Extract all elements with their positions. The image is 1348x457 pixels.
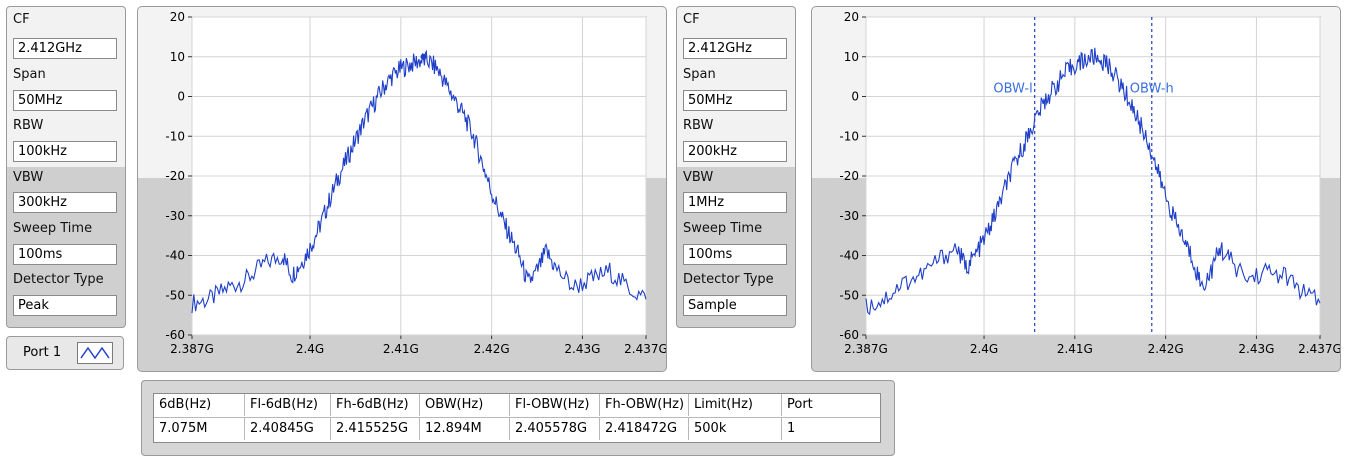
spectrum-plot-2: 2.387G 2.4G 2.41G 2.42G 2.43G 2.437G 20 10 0 -10 -… [839, 10, 1340, 356]
spectrum-trace [865, 47, 1321, 316]
y-tick-label: 0 [851, 90, 859, 104]
waveform-icon[interactable] [77, 342, 113, 364]
y-tick-label: -10 [839, 129, 859, 143]
rbw-label: RBW [683, 118, 714, 133]
cf-field[interactable]: 2.412GHz [683, 38, 787, 59]
x-tick-label: 2.387G [170, 342, 214, 356]
obw-high-cursor-label: OBW-h [1130, 82, 1174, 97]
obw-low-cursor-label: OBW-l [993, 82, 1032, 97]
y-tick-label: 0 [177, 90, 185, 104]
sweep-time-label: Sweep Time [13, 221, 93, 236]
cell-fh-6db: 2.415525G [331, 418, 420, 440]
header-6db: 6dB(Hz) [154, 394, 245, 416]
y-tick-label: 20 [844, 10, 859, 24]
x-tick-label: 2.437G [1298, 342, 1340, 356]
cf-label: CF [13, 12, 30, 27]
header-obw: OBW(Hz) [420, 394, 510, 416]
y-tick-label: 10 [170, 50, 185, 64]
span-label: Span [13, 67, 46, 82]
row-divider [154, 417, 880, 418]
spectrum-plot-1: 2.387G 2.4G 2.41G 2.42G 2.43G 2.437G 20 10 0 -10 -… [165, 10, 666, 356]
spectrum-graph-2: 2.387G 2.4G 2.41G 2.42G 2.43G 2.437G 20 10 0 -10 -… [811, 6, 1341, 372]
x-tick-label: 2.387G [844, 342, 888, 356]
vbw-label: VBW [683, 170, 714, 185]
y-tick-label: -60 [165, 328, 185, 342]
header-fl-6db: Fl-6dB(Hz) [245, 394, 331, 416]
header-port: Port [787, 397, 813, 412]
sweep-time-field[interactable]: 100ms [13, 244, 117, 265]
x-tick-label: 2.41G [1057, 342, 1093, 356]
settings-panel-2: CF 2.412GHz Span 50MHz RBW 200kHz VBW 1M… [676, 6, 796, 328]
x-tick-label: 2.437G [624, 342, 666, 356]
x-tick-label: 2.42G [474, 342, 510, 356]
cell-fh-obw: 2.418472G [600, 418, 689, 440]
y-tick-label: -20 [839, 169, 859, 183]
x-tick-label: 2.43G [1238, 342, 1274, 356]
cell-obw: 12.894M [420, 418, 510, 440]
span-field[interactable]: 50MHz [13, 90, 117, 111]
y-tick-label: -10 [165, 129, 185, 143]
header-fh-obw: Fh-OBW(Hz) [600, 394, 689, 416]
x-tick-label: 2.41G [383, 342, 419, 356]
vbw-label: VBW [13, 170, 44, 185]
x-tick-label: 2.4G [970, 342, 998, 356]
cell-6db: 7.075M [154, 418, 245, 440]
sweep-time-label: Sweep Time [683, 221, 763, 236]
y-tick-label: 20 [170, 10, 185, 24]
header-fh-6db: Fh-6dB(Hz) [331, 394, 420, 416]
spectrum-trace [191, 49, 647, 314]
vbw-field[interactable]: 1MHz [683, 192, 787, 213]
results-table: 6dB(Hz) Fl-6dB(Hz) Fh-6dB(Hz) OBW(Hz) Fl… [153, 393, 881, 443]
x-tick-label: 2.43G [564, 342, 600, 356]
header-limit: Limit(Hz) [689, 394, 782, 416]
settings-panel-1: CF 2.412GHz Span 50MHz RBW 100kHz VBW 30… [6, 6, 126, 328]
header-fl-obw: Fl-OBW(Hz) [510, 394, 600, 416]
y-tick-label: -40 [839, 249, 859, 263]
y-tick-label: -40 [165, 249, 185, 263]
rbw-label: RBW [13, 118, 44, 133]
cf-label: CF [683, 12, 700, 27]
cell-fl-obw: 2.405578G [510, 418, 600, 440]
y-tick-label: -60 [839, 328, 859, 342]
detector-type-label: Detector Type [13, 272, 104, 287]
port-label: Port 1 [23, 345, 62, 360]
x-tick-label: 2.42G [1148, 342, 1184, 356]
spectrum-graph-1: 2.387G 2.4G 2.41G 2.42G 2.43G 2.437G 20 10 0 -10 -… [137, 6, 667, 372]
y-tick-label: -30 [165, 209, 185, 223]
span-field[interactable]: 50MHz [683, 90, 787, 111]
cf-field[interactable]: 2.412GHz [13, 38, 117, 59]
span-label: Span [683, 67, 716, 82]
y-tick-label: -50 [839, 288, 859, 302]
y-tick-label: -30 [839, 209, 859, 223]
peak-marker [420, 53, 427, 60]
detector-type-label: Detector Type [683, 272, 774, 287]
detector-type-field[interactable]: Sample [683, 295, 787, 316]
port-selector[interactable]: Port 1 [6, 336, 124, 370]
y-tick-label: -50 [165, 288, 185, 302]
vbw-field[interactable]: 300kHz [13, 192, 117, 213]
results-table-panel: 6dB(Hz) Fl-6dB(Hz) Fh-6dB(Hz) OBW(Hz) Fl… [141, 380, 895, 456]
rbw-field[interactable]: 200kHz [683, 141, 787, 162]
cell-port[interactable]: 1 [787, 421, 796, 436]
cell-fl-6db: 2.40845G [245, 418, 331, 440]
sweep-time-field[interactable]: 100ms [683, 244, 787, 265]
y-tick-label: 10 [844, 50, 859, 64]
y-tick-label: -20 [165, 169, 185, 183]
x-tick-label: 2.4G [296, 342, 324, 356]
cell-limit: 500k [689, 418, 782, 440]
detector-type-field[interactable]: Peak [13, 295, 117, 316]
rbw-field[interactable]: 100kHz [13, 141, 117, 162]
